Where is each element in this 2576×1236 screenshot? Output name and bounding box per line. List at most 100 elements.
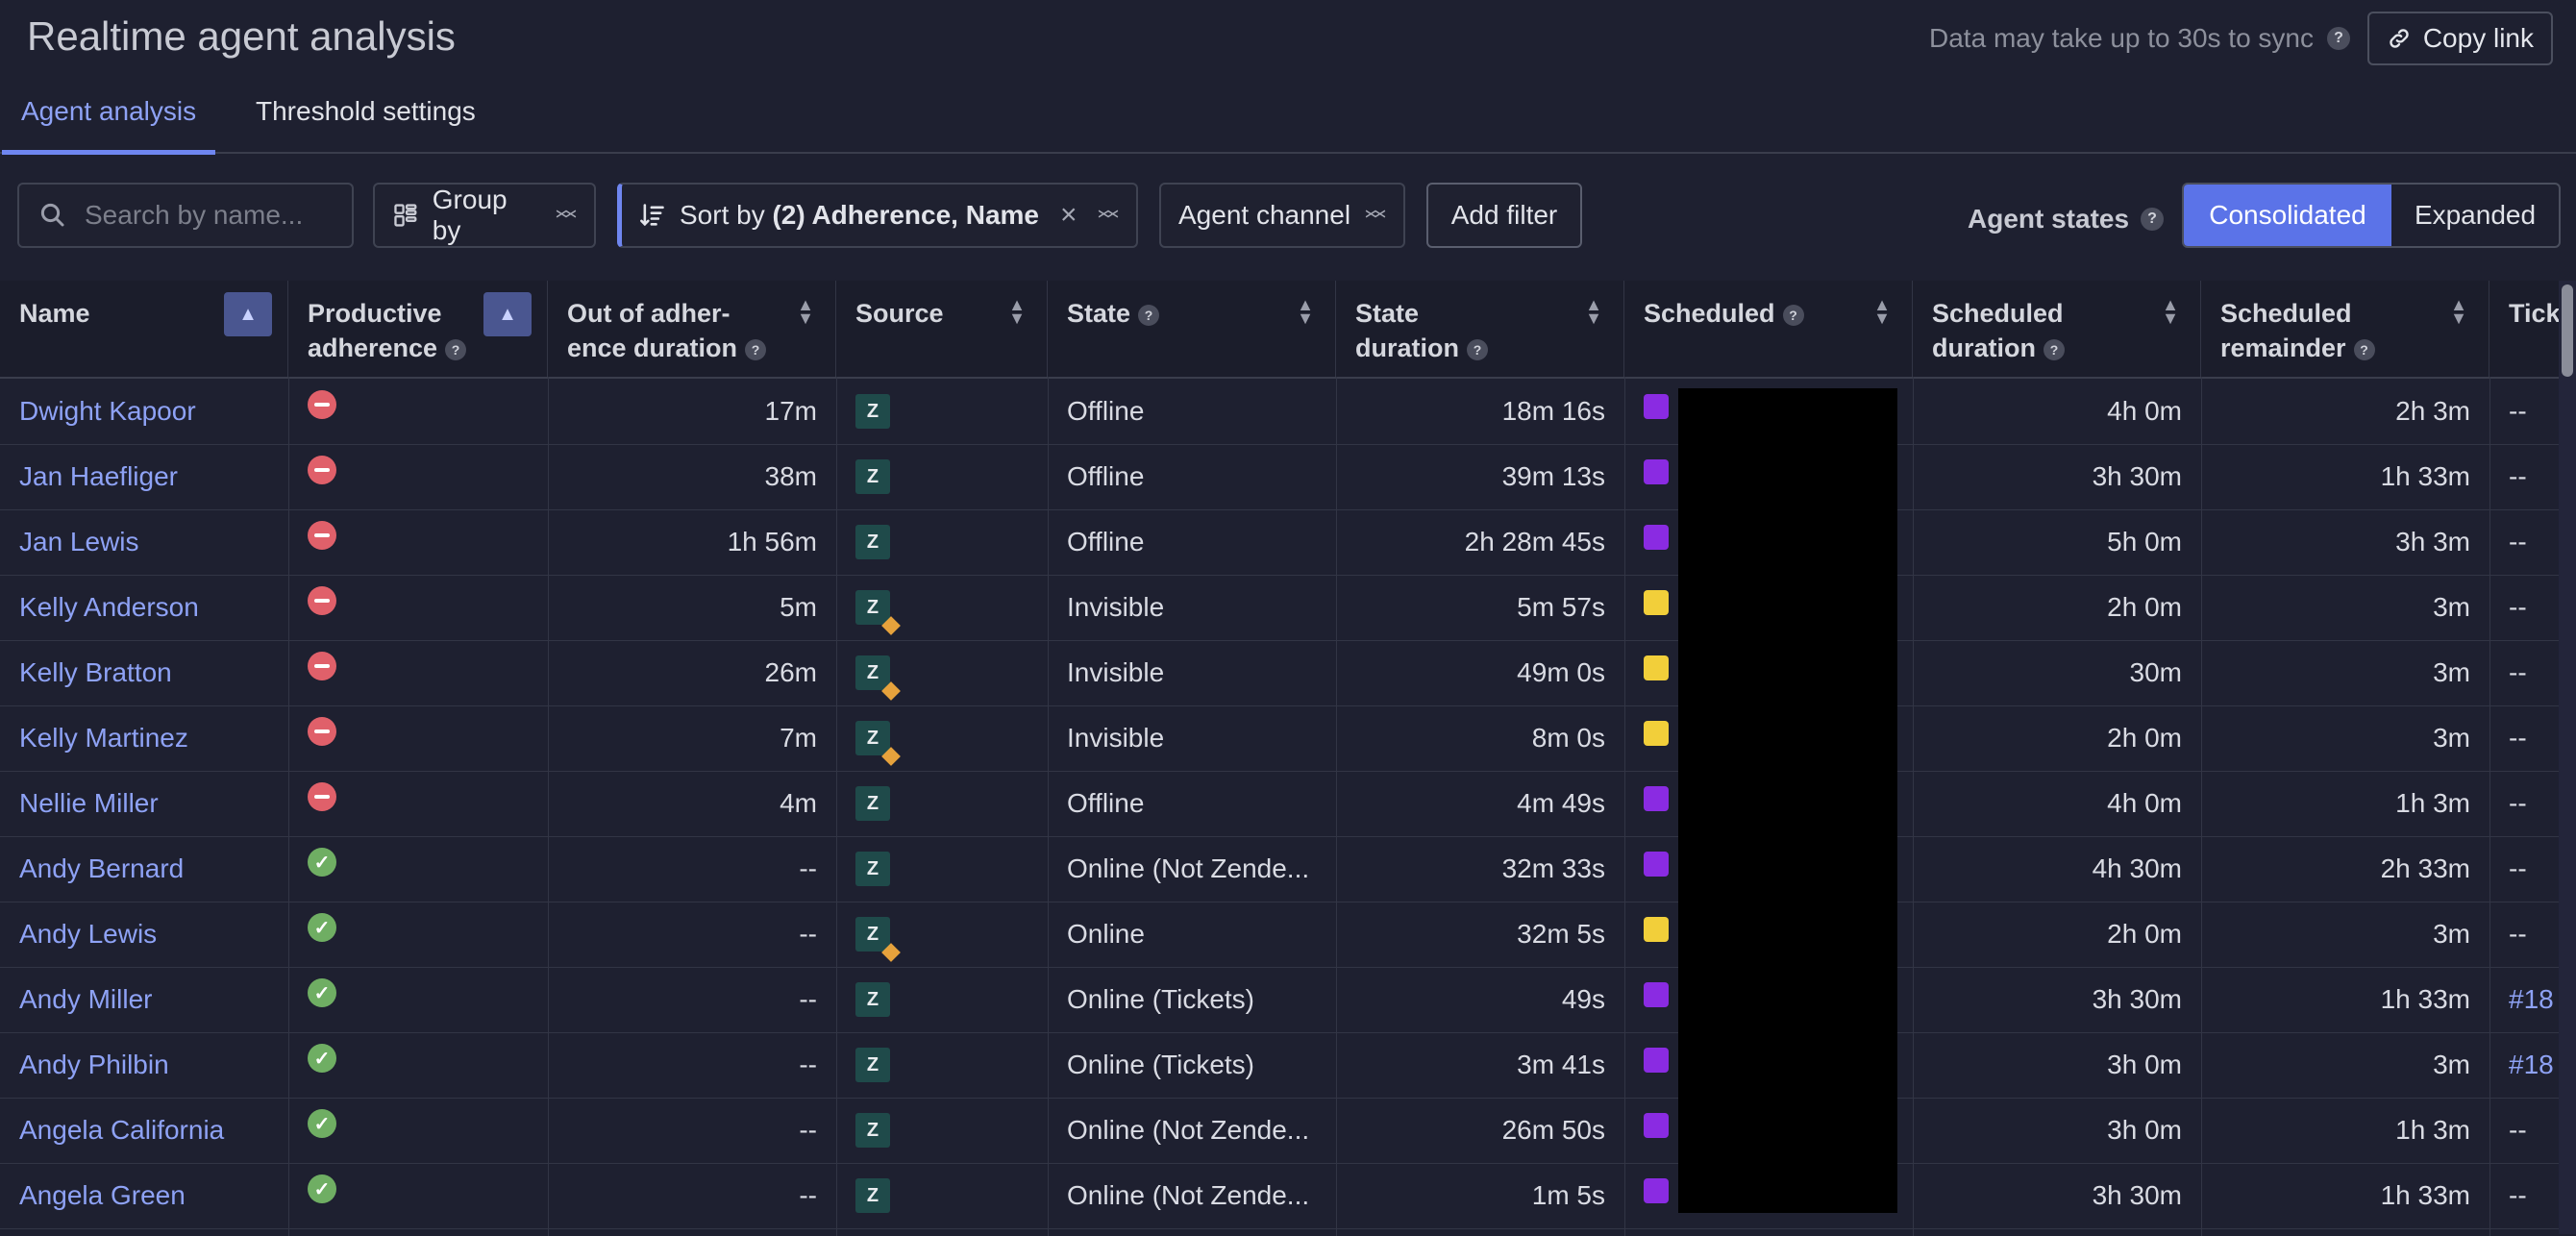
vertical-scrollbar[interactable]	[2559, 281, 2576, 1234]
table-row[interactable]: Nellie Miller 4m Z Offline 4m 49s 4h 0m 1h 3m -…	[0, 771, 2559, 837]
scheduled-duration: 3h 30m	[2092, 461, 2182, 491]
add-filter-button[interactable]: Add filter	[1426, 183, 1582, 248]
tab-agent-analysis[interactable]: Agent analysis	[2, 96, 216, 155]
sort-icon[interactable]: ▲ ▼	[1297, 295, 1314, 328]
agent-state: Invisible	[1067, 723, 1165, 753]
expanded-button[interactable]: Expanded	[2414, 200, 2537, 230]
chevron-updown-icon: ︿ ﹀	[555, 197, 577, 233]
table-row[interactable]: Kelly Martinez 7m Z Invisible 8m 0s 2h 0m 3m --	[0, 705, 2559, 772]
sort-asc-icon[interactable]: ▲	[483, 292, 532, 336]
adherence-cell: ✓	[288, 1032, 548, 1098]
agent-state: Online (Not Zende...	[1067, 1180, 1310, 1210]
not-adherent-icon	[308, 456, 336, 484]
zendesk-icon: Z	[855, 1113, 890, 1148]
sort-by-select[interactable]: Sort by (2) Adherence, Name × ︿ ﹀	[617, 183, 1138, 248]
help-icon[interactable]: ?	[1138, 304, 1160, 326]
search-input[interactable]: Search by name...	[17, 183, 354, 248]
table-row[interactable]: Andy Philbin ✓ -- Z Online (Tickets) 3m 41s 3h…	[0, 1032, 2559, 1099]
help-icon[interactable]: ?	[1782, 304, 1804, 326]
column-divider	[1048, 377, 1049, 1236]
ticket-link[interactable]: #18	[2509, 984, 2554, 1014]
table-row[interactable]: Andy Lewis ✓ -- Z Online 32m 5s 2h 0m 3m --	[0, 902, 2559, 968]
agent-name-link[interactable]: Kelly Martinez	[19, 723, 188, 753]
table-row[interactable]: Andy Bernard ✓ -- Z Online (Not Zende... 32m …	[0, 836, 2559, 902]
agent-name-link[interactable]: Kelly Anderson	[19, 592, 199, 622]
col-name-header[interactable]: Name ▲	[0, 281, 288, 377]
consolidated-button[interactable]: Consolidated	[2184, 185, 2391, 246]
agent-name-link[interactable]: Nellie Miller	[19, 788, 159, 818]
ticket-cell: --	[2509, 723, 2527, 753]
sort-icon[interactable]: ▲ ▼	[1873, 295, 1891, 328]
col-sched-duration-header[interactable]: Scheduled duration? ▲ ▼	[1913, 281, 2201, 377]
sort-icon[interactable]: ▲ ▼	[797, 295, 814, 328]
zendesk-icon: Z	[855, 459, 890, 494]
col-state-duration-header[interactable]: State duration? ▲ ▼	[1336, 281, 1624, 377]
table-row[interactable]: Andy Miller ✓ -- Z Online (Tickets) 49s 3h 30m…	[0, 967, 2559, 1033]
group-by-select[interactable]: Group by ︿ ﹀	[373, 183, 596, 248]
scheduled-cell	[1624, 640, 1913, 705]
col-scheduled-header[interactable]: Scheduled? ▲ ▼	[1624, 281, 1913, 377]
col-productive-label-2: adherence	[308, 334, 438, 362]
table-row[interactable]: Dwight Kapoor 17m Z Offline 18m 16s 4h 0m 2h 3…	[0, 379, 2559, 445]
agent-name-link[interactable]: Andy Lewis	[19, 919, 158, 949]
help-icon[interactable]: ?	[445, 338, 467, 360]
scheduled-remainder: 3m	[2433, 1050, 2470, 1079]
agent-state: Offline	[1067, 396, 1145, 426]
clear-sort-icon[interactable]: ×	[1059, 199, 1077, 231]
copy-link-button[interactable]: Copy link	[2366, 12, 2553, 65]
agent-name-link[interactable]: Kelly Bratton	[19, 657, 172, 687]
table-row[interactable]: Angela Green ✓ -- Z Online (Not Zende... 1m 5…	[0, 1163, 2559, 1229]
agent-name-link[interactable]: Angela California	[19, 1115, 225, 1145]
col-state-duration-label-1: State	[1355, 299, 1420, 328]
agent-name-link[interactable]: Dwight Kapoor	[19, 396, 196, 426]
agent-name-link[interactable]: Jan Lewis	[19, 527, 139, 556]
agent-name-link[interactable]: Andy Miller	[19, 984, 153, 1014]
group-by-label: Group by	[432, 185, 508, 245]
scheduled-cell	[1624, 705, 1913, 771]
sort-icon[interactable]: ▲ ▼	[2450, 295, 2467, 328]
not-adherent-icon	[308, 717, 336, 746]
zendesk-talk-icon: Z	[855, 655, 901, 701]
sort-icon[interactable]: ▲ ▼	[1585, 295, 1602, 328]
col-sched-remainder-header[interactable]: Scheduled remainder? ▲ ▼	[2201, 281, 2489, 377]
column-divider	[288, 377, 289, 1236]
agent-name-link[interactable]: Andy Philbin	[19, 1050, 169, 1079]
col-tickets-header[interactable]: Tick	[2489, 281, 2559, 377]
help-icon[interactable]: ?	[1467, 338, 1488, 360]
adherence-cell: ✓	[288, 967, 548, 1032]
col-state-duration-label-2: duration	[1355, 334, 1459, 362]
help-icon[interactable]: ?	[745, 338, 767, 360]
scrollbar-thumb[interactable]	[2562, 284, 2573, 377]
table-row[interactable]: Kelly Anderson 5m Z Invisible 5m 57s 2h 0m 3m -…	[0, 575, 2559, 641]
table-row[interactable]: Jan Lewis 1h 56m Z Offline 2h 28m 45s 5h 0m 3h…	[0, 509, 2559, 576]
col-state-header[interactable]: State? ▲ ▼	[1048, 281, 1336, 377]
out-of-adherence-duration: 38m	[764, 461, 817, 491]
agent-channel-select[interactable]: Agent channel ︿ ﹀	[1159, 183, 1405, 248]
sort-icon[interactable]: ▲ ▼	[1008, 295, 1026, 328]
out-of-adherence-duration: 5m	[780, 592, 817, 622]
agent-name-link[interactable]: Jan Haefliger	[19, 461, 178, 491]
agent-name-link[interactable]: Angela Green	[19, 1180, 186, 1210]
ticket-link[interactable]: #18	[2509, 1050, 2554, 1079]
help-icon[interactable]: ?	[2043, 338, 2065, 360]
search-placeholder: Search by name...	[85, 200, 304, 230]
table-row[interactable]: Jan Haefliger 38m Z Offline 39m 13s 3h 30m 1h …	[0, 444, 2559, 510]
state-duration: 4m 49s	[1517, 788, 1605, 818]
col-ooa-header[interactable]: Out of adher- ence duration? ▲ ▼	[548, 281, 836, 377]
sort-asc-icon[interactable]: ▲	[224, 292, 272, 336]
help-icon[interactable]: ?	[2327, 27, 2350, 50]
agent-name-link[interactable]: Andy Bernard	[19, 853, 185, 883]
scheduled-duration: 4h 30m	[2092, 853, 2182, 883]
toolbar: Search by name... Group by ︿ ﹀ Sort by (2…	[0, 154, 2576, 279]
scheduled-remainder: 3m	[2433, 723, 2470, 753]
col-source-header[interactable]: Source ▲ ▼	[836, 281, 1048, 377]
scheduled-activity-swatch	[1644, 1048, 1669, 1073]
table-row[interactable]: Kelly Bratton 26m Z Invisible 49m 0s 30m 3m --	[0, 640, 2559, 706]
sort-icon[interactable]: ▲ ▼	[2162, 295, 2179, 328]
help-icon[interactable]: ?	[2353, 338, 2375, 360]
zendesk-talk-icon: Z	[855, 590, 901, 635]
tab-threshold-settings[interactable]: Threshold settings	[256, 96, 476, 126]
table-row[interactable]: Angela California ✓ -- Z Online (Not Zende..…	[0, 1098, 2559, 1164]
col-productive-header[interactable]: Productive adherence? ▲	[288, 281, 548, 377]
help-icon[interactable]: ?	[2141, 208, 2165, 231]
